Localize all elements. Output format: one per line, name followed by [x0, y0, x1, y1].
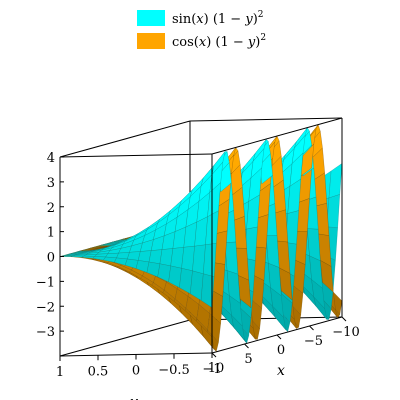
x-axis-tick [309, 325, 314, 331]
surface-patch-sin [289, 152, 304, 187]
z-tick-label: −3 [36, 325, 55, 340]
surface-patch-sin [203, 242, 217, 277]
legend-swatch-cos [137, 33, 165, 49]
legend-swatch-sin [137, 10, 165, 26]
surface-patch-sin [207, 182, 221, 217]
surface-patch-sin [224, 241, 239, 275]
x-tick-label: 10 [208, 361, 225, 376]
box-edge-top-front-x [211, 117, 343, 155]
z-tick-label: 4 [47, 151, 55, 166]
surface-patch-cos [200, 325, 215, 351]
z-tick-label: 3 [47, 176, 55, 191]
z-tick-label: 2 [47, 201, 55, 216]
box-edge-back-bottom-x [59, 319, 191, 357]
surfaces [59, 124, 343, 352]
legend-label-sin: sin(x) (1 − y)2 [172, 10, 264, 27]
x-tick-label: −10 [332, 325, 359, 340]
y-tick-label: 0.5 [88, 364, 109, 379]
box-edge-top-front-y [59, 153, 213, 158]
z-tick-label: 1 [47, 226, 55, 241]
z-tick-label: −2 [36, 300, 55, 315]
x-axis-tick [211, 352, 217, 358]
surface-patch-sin [248, 167, 263, 202]
box-edge-back-top-x [59, 120, 191, 158]
y-tick-label: −1 [202, 362, 221, 377]
y-tick-label: 0 [132, 364, 140, 379]
legend-label-cos: cos(x) (1 − y)2 [172, 33, 266, 50]
x-axis-tick [244, 343, 249, 349]
x-axis-tick [276, 334, 282, 340]
surface-patch-sin [328, 163, 343, 199]
y-tick-label: 1 [56, 365, 64, 380]
surface-patch-sin [326, 194, 340, 228]
box-edge-back-top-y [189, 117, 343, 122]
x-axis-label: x [277, 363, 285, 379]
x-tick-label: −5 [304, 334, 323, 349]
x-tick-label: 0 [277, 343, 285, 358]
z-tick-label: 0 [47, 251, 55, 266]
y-tick-label: −0.5 [158, 363, 190, 378]
x-tick-label: 5 [244, 352, 252, 367]
legend: sin(x) (1 − y)2 cos(x) (1 − y)2 [137, 10, 266, 50]
z-tick-label: −1 [36, 275, 55, 290]
y-axis-label: y [129, 394, 139, 400]
x-axis-tick [341, 316, 347, 322]
